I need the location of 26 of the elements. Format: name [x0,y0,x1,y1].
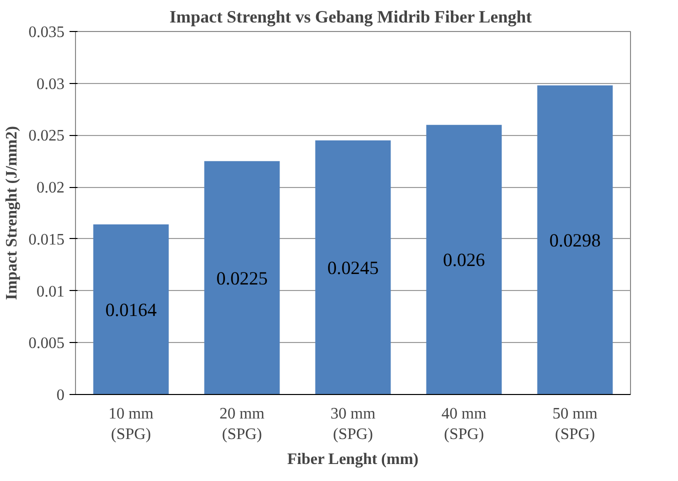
y-tick-label: 0.035 [28,24,64,41]
x-tick-label: 30 mm (SPG) [330,406,376,443]
bar [426,124,502,394]
data-label: 0.0245 [327,258,379,279]
y-tick-label: 0.01 [36,283,64,300]
y-tick-label: 0 [56,387,64,404]
x-axis-title: Fiber Lenght (mm) [287,450,418,468]
data-label: 0.0298 [549,230,601,252]
x-tick-label: 10 mm (SPG) [108,406,154,443]
y-tick-label: 0.015 [28,231,64,248]
y-axis-title: Impact Strenght (J/mm2) [4,126,20,300]
y-tick-label: 0.02 [36,180,64,197]
y-tick-label: 0.03 [36,76,64,93]
bar [204,161,280,394]
data-label: 0.026 [443,250,485,272]
x-tick-label: 20 mm (SPG) [220,406,265,443]
data-label: 0.0225 [216,268,268,290]
x-tick-label: 40 mm (SPG) [442,406,487,443]
bar [537,85,613,394]
y-tick-label: 0.005 [28,335,64,352]
bar [315,140,391,394]
x-tick-label: 50 mm (SPG) [552,406,598,443]
chart-title: Impact Strenght vs Gebang Midrib Fiber Lenght [170,8,532,26]
data-label: 0.0164 [105,300,158,321]
y-tick-label: 0.025 [28,128,64,145]
bar [93,224,169,394]
